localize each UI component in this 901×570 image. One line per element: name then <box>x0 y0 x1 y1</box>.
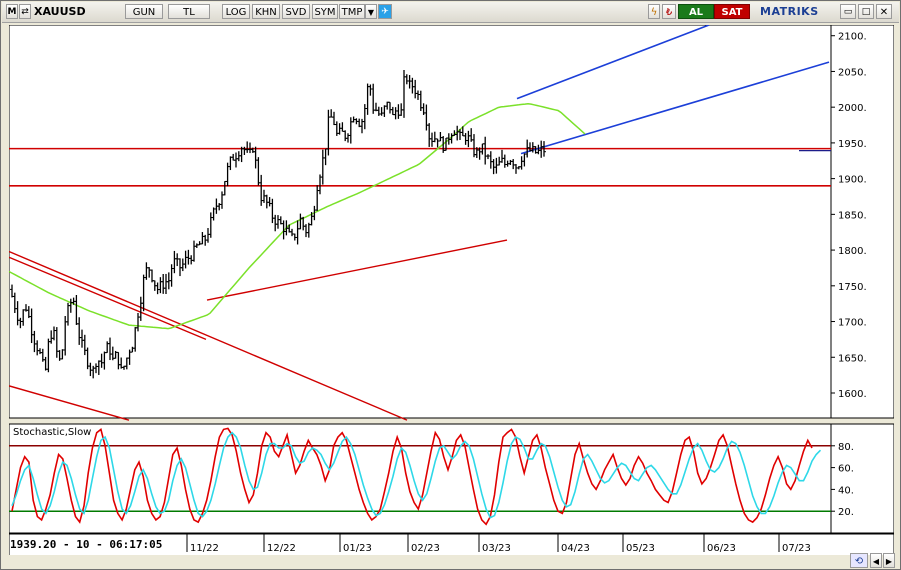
compare-icon[interactable]: ⇄ <box>19 4 31 19</box>
toolbar: M ⇄ XAUUSD GUN TL LOG KHN SVD SYM TMP ▼ … <box>2 2 899 23</box>
maximize-icon[interactable]: □ <box>858 4 874 19</box>
price-tick-label: 2000. <box>838 103 867 114</box>
time-tick-label: 11/22 <box>190 543 219 554</box>
lightning-icon[interactable]: ϟ <box>648 4 660 19</box>
twitter-bird-icon[interactable]: ✈ <box>378 4 392 19</box>
symbol-label[interactable]: XAUUSD <box>34 5 86 18</box>
osc-tick-label: 40. <box>838 485 854 496</box>
price-axis <box>830 25 894 419</box>
price-tick-label: 1800. <box>838 246 867 257</box>
price-tick-label: 1900. <box>838 175 867 186</box>
time-tick-label: 12/22 <box>267 543 296 554</box>
scroll-left-icon[interactable]: ◀ <box>870 553 882 568</box>
period-button[interactable]: GUN <box>125 4 163 19</box>
oscillator-axis <box>830 423 894 534</box>
minimize-icon[interactable]: ▭ <box>840 4 856 19</box>
osc-tick-label: 80. <box>838 442 854 453</box>
time-tick-label: 03/23 <box>482 543 511 554</box>
brand-logo: MATRIKS <box>760 5 819 18</box>
currency-button[interactable]: TL <box>168 4 210 19</box>
dropdown-arrow-icon[interactable]: ▼ <box>365 4 377 19</box>
khn-button[interactable]: KHN <box>252 4 280 19</box>
time-tick-label: 05/23 <box>626 543 655 554</box>
log-button[interactable]: LOG <box>222 4 250 19</box>
indicator-title: Stochastic,Slow <box>13 427 91 438</box>
sell-button[interactable]: SAT <box>714 4 750 19</box>
buy-button[interactable]: AL <box>678 4 714 19</box>
trend-line <box>9 250 408 421</box>
trend-line <box>516 25 710 100</box>
close-icon[interactable]: ✕ <box>876 4 892 19</box>
oscillator-panel <box>9 423 832 534</box>
time-tick-label: 07/23 <box>782 543 811 554</box>
window-menu-button[interactable]: M <box>6 4 18 19</box>
stochastic-series-line <box>11 427 813 526</box>
price-panel <box>9 25 832 419</box>
svd-button[interactable]: SVD <box>282 4 310 19</box>
price-tick-label: 1600. <box>838 389 867 400</box>
time-tick-label: 02/23 <box>411 543 440 554</box>
sym-button[interactable]: SYM <box>312 4 338 19</box>
trend-line <box>520 61 830 155</box>
stochastic-series-line <box>11 431 822 519</box>
refresh-icon[interactable]: ⟲ <box>850 553 868 568</box>
tmp-button[interactable]: TMP <box>339 4 365 19</box>
price-tick-label: 1650. <box>838 353 867 364</box>
bottom-strip: ⟲ ◀ ▶ <box>2 553 899 569</box>
osc-tick-label: 60. <box>838 464 854 475</box>
price-tick-label: 1950. <box>838 139 867 150</box>
price-tick-label: 2050. <box>838 67 867 78</box>
trend-line <box>9 385 130 421</box>
price-tick-label: 1850. <box>838 210 867 221</box>
time-tick-label: 01/23 <box>343 543 372 554</box>
trend-line <box>9 256 207 341</box>
price-tick-label: 1700. <box>838 318 867 329</box>
price-tick-label: 2100. <box>838 32 867 43</box>
osc-tick-label: 20. <box>838 507 854 518</box>
status-readout: 1939.20 - 10 - 06:17:05 <box>10 538 163 551</box>
chart-area[interactable]: 1600. 1650. 1700. 1750. 1800. 1850. 1900. 1950.… <box>9 25 894 556</box>
time-tick-label: 04/23 <box>561 543 590 554</box>
time-tick-label: 06/23 <box>707 543 736 554</box>
scroll-right-icon[interactable]: ▶ <box>883 553 895 568</box>
time-axis <box>9 533 894 556</box>
currency-toggle-icon[interactable]: ₺ <box>662 4 676 19</box>
price-tick-label: 1750. <box>838 282 867 293</box>
trend-line <box>206 239 508 301</box>
